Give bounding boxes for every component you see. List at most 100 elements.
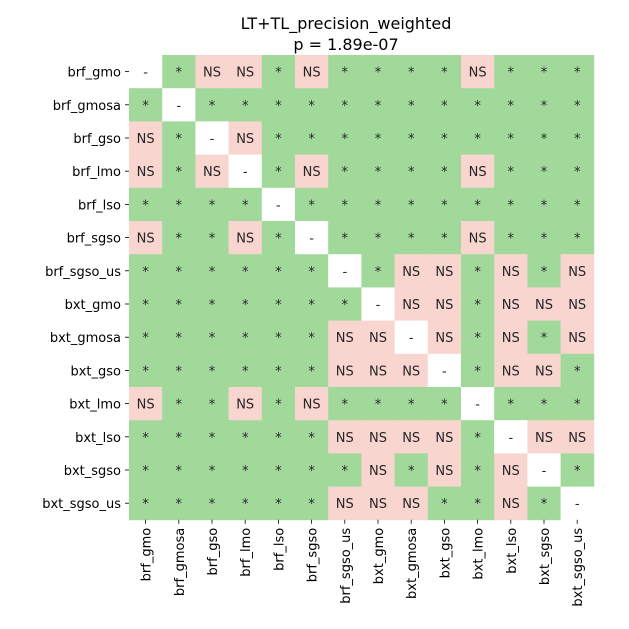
cell-label: * — [275, 398, 282, 413]
cell-label: * — [176, 464, 183, 479]
heatmap-cell — [328, 486, 362, 521]
heatmap-cell — [527, 353, 561, 388]
heatmap-cell — [560, 187, 595, 222]
heatmap-cell — [328, 121, 362, 155]
heatmap-cell — [228, 353, 263, 388]
heatmap-cell — [129, 420, 163, 454]
x-tick-label: bxt_sgso_us — [571, 528, 586, 607]
heatmap-cell — [560, 121, 595, 155]
heatmap-cell — [328, 187, 362, 222]
heatmap-cell — [527, 287, 561, 321]
y-tick-label: bxt_gso — [70, 364, 121, 379]
heatmap-cell — [261, 55, 296, 89]
cell-label: * — [308, 265, 315, 280]
heatmap-cell — [427, 486, 462, 521]
x-tick-label: bxt_gmosa — [405, 528, 420, 599]
heatmap-cell — [295, 420, 329, 454]
heatmap-cell — [162, 387, 196, 421]
heatmap-cell — [427, 353, 462, 388]
heatmap-cell — [162, 55, 196, 89]
cell-label: * — [342, 464, 349, 479]
cell-label: * — [242, 99, 249, 114]
heatmap-cell — [394, 420, 429, 454]
cell-label: - — [542, 464, 547, 479]
x-tick-label: brf_lmo — [239, 528, 254, 577]
cell-label: * — [342, 99, 349, 114]
heatmap-cell — [427, 221, 462, 255]
cell-label: * — [342, 298, 349, 313]
heatmap-cells: - * NS NS * NS * * * * NS * * * * - * * * * * * * * * * * * NS * - NS * *… — [129, 55, 595, 521]
x-tick-label: bxt_sgso — [538, 528, 553, 585]
cell-label: * — [541, 99, 548, 114]
heatmap-cell — [527, 88, 561, 122]
cell-label: * — [375, 232, 382, 247]
cell-label: * — [176, 298, 183, 313]
cell-label: * — [441, 99, 448, 114]
cell-label: * — [474, 99, 481, 114]
heatmap-cell — [328, 55, 362, 89]
heatmap-cell — [427, 453, 462, 487]
cell-label: * — [574, 165, 581, 180]
heatmap-cell — [427, 254, 462, 288]
chart-title: LT+TL_precision_weighted — [241, 14, 452, 34]
heatmap-cell — [228, 387, 263, 421]
cell-label: - — [342, 265, 347, 280]
cell-label: NS — [502, 331, 520, 346]
heatmap-cell — [527, 121, 561, 155]
cell-label: * — [474, 265, 481, 280]
cell-label: * — [541, 232, 548, 247]
heatmap-cell — [328, 453, 362, 487]
cell-label: NS — [502, 265, 520, 280]
heatmap-cell — [228, 154, 263, 189]
cell-label: * — [308, 298, 315, 313]
cell-label: NS — [137, 132, 155, 147]
x-tick-label: brf_gmosa — [173, 528, 188, 596]
heatmap-cell — [162, 420, 196, 454]
cell-label: * — [242, 298, 249, 313]
cell-label: * — [176, 232, 183, 247]
heatmap-cell — [461, 254, 495, 288]
heatmap-cell — [195, 254, 229, 288]
cell-label: * — [508, 198, 515, 213]
heatmap-cell — [195, 420, 229, 454]
heatmap-cell — [461, 121, 495, 155]
cell-label: NS — [336, 331, 354, 346]
heatmap-cell — [261, 486, 296, 521]
y-tick-label: bxt_gmo — [65, 298, 121, 313]
cell-label: NS — [402, 497, 420, 512]
cell-label: * — [308, 497, 315, 512]
cell-label: - — [309, 232, 314, 247]
cell-label: * — [441, 497, 448, 512]
heatmap-cell — [261, 453, 296, 487]
cell-label: * — [541, 398, 548, 413]
cell-label: * — [142, 331, 149, 346]
cell-label: * — [474, 198, 481, 213]
heatmap-cell — [129, 121, 163, 155]
heatmap-cell — [295, 254, 329, 288]
cell-label: NS — [137, 165, 155, 180]
heatmap-cell — [560, 353, 595, 388]
cell-label: * — [474, 132, 481, 147]
cell-label: NS — [236, 132, 254, 147]
heatmap-cell — [195, 55, 229, 89]
heatmap-cell — [494, 287, 528, 321]
cell-label: * — [275, 165, 282, 180]
cell-label: * — [375, 99, 382, 114]
heatmap-cell — [261, 387, 296, 421]
heatmap-cell — [560, 254, 595, 288]
heatmap-cell — [560, 420, 595, 454]
cell-label: NS — [435, 265, 453, 280]
y-tick-label: bxt_gmosa — [50, 331, 121, 346]
y-tick-label: bxt_sgso — [64, 464, 121, 479]
y-tick-label: bxt_lmo — [69, 398, 121, 413]
heatmap-cell — [129, 287, 163, 321]
cell-label: - — [442, 364, 447, 379]
cell-label: * — [541, 265, 548, 280]
cell-label: * — [308, 364, 315, 379]
heatmap-cell — [195, 453, 229, 487]
cell-label: NS — [137, 398, 155, 413]
cell-label: * — [275, 132, 282, 147]
heatmap-cell — [394, 55, 429, 89]
cell-label: * — [342, 165, 349, 180]
cell-label: * — [474, 464, 481, 479]
